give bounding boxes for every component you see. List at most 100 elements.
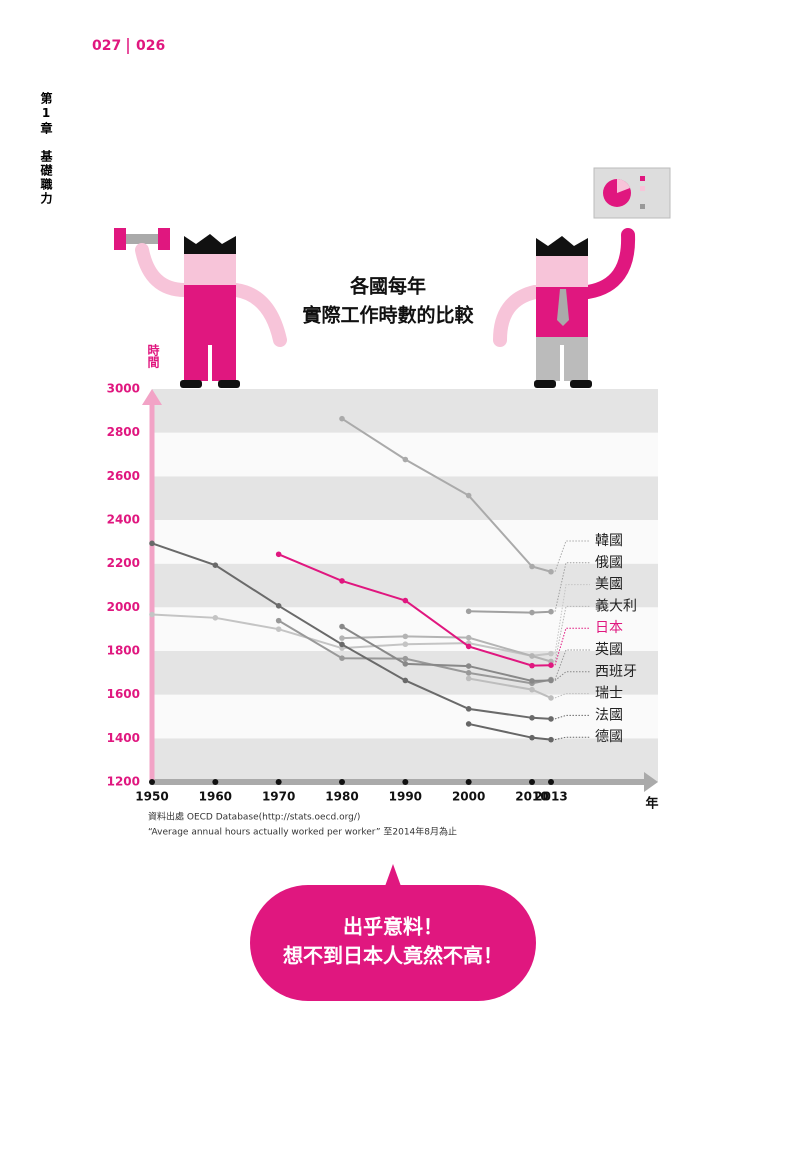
data-point: [402, 661, 409, 667]
data-point: [465, 643, 472, 650]
data-point: [529, 563, 535, 570]
figure-right: [493, 167, 671, 388]
chart-subtitle: 實際工作時數的比較: [302, 304, 474, 327]
y-axis-label: 時間: [146, 344, 160, 368]
x-tick-label: 2010: [515, 790, 548, 804]
data-point: [465, 675, 472, 682]
figure-left: [114, 228, 287, 388]
leader-line: [554, 540, 590, 572]
data-point: [548, 677, 554, 684]
callout-bubble: [250, 864, 536, 1001]
series-line: [151, 542, 552, 720]
grid-band: [152, 694, 658, 739]
data-point: [339, 415, 345, 422]
data-point: [548, 736, 554, 743]
x-tick-label: 1960: [199, 790, 232, 804]
data-point: [402, 655, 409, 662]
legend-label: 瑞士: [595, 686, 623, 702]
plot-area: 1200 1400 1600 1800 2000 2200 2400 2600 2800 3000…: [107, 382, 658, 804]
data-point: [548, 568, 554, 575]
data-point: [275, 551, 282, 558]
callout-text: 出乎意料！: [343, 915, 443, 939]
legend-label: 俄國: [595, 555, 623, 571]
data-point: [529, 686, 535, 693]
data-point: [529, 678, 535, 684]
leader-line: [554, 605, 590, 662]
data-point: [465, 721, 472, 727]
data-point: [465, 608, 472, 615]
x-tick: [548, 779, 554, 785]
data-point: [339, 635, 345, 641]
x-tick-label: 2000: [452, 790, 485, 804]
series-line: [468, 610, 552, 614]
y-tick-label: 1200: [107, 775, 140, 789]
data-point: [402, 456, 409, 463]
legend-label: 德國: [595, 729, 623, 745]
legend-label: 英國: [595, 641, 623, 658]
x-tick: [402, 779, 409, 785]
page-number: 027: [92, 38, 121, 54]
data-point: [465, 706, 472, 712]
source: 資料出處 OECD Database(http://stats.oecd.org…: [148, 811, 360, 823]
data-point: [402, 641, 409, 648]
data-point: [212, 615, 219, 621]
leader-line: [554, 736, 590, 741]
legend-label: 韓國: [595, 533, 623, 549]
page-number: 026: [136, 38, 165, 54]
source: “Average annual hours actually worked pe…: [148, 826, 457, 838]
data-point: [465, 492, 472, 499]
data-point: [548, 695, 554, 701]
data-point: [275, 603, 282, 609]
grid-band: [152, 476, 658, 520]
data-point: [465, 634, 472, 641]
data-point: [548, 650, 554, 657]
leader-line: [554, 562, 590, 612]
x-tick-label: 1980: [325, 790, 358, 804]
x-tick-label: 2013: [534, 790, 567, 804]
y-tick-label: 2800: [107, 425, 140, 439]
y-tick-label: 2400: [107, 513, 140, 527]
data-point: [339, 578, 345, 584]
x-tick: [529, 779, 535, 785]
grid-band: [152, 738, 658, 782]
data-point: [149, 611, 155, 618]
y-tick-label: 1800: [107, 644, 140, 658]
legend-label: 日本: [595, 620, 623, 636]
y-tick-label: 2000: [107, 600, 140, 614]
y-tick-label: 3000: [107, 382, 140, 396]
chart-title: 各國每年: [349, 275, 426, 298]
leader-line: [554, 671, 590, 681]
x-axis-arrow: [644, 772, 658, 792]
data-point: [548, 662, 554, 668]
data-point: [529, 734, 535, 741]
x-tick: [339, 779, 345, 785]
y-tick-label: 2200: [107, 556, 140, 570]
data-point: [275, 617, 282, 624]
grid-band: [152, 520, 658, 564]
data-point: [402, 597, 409, 604]
data-point: [465, 670, 472, 676]
data-point: [529, 662, 535, 669]
x-tick: [212, 779, 219, 785]
y-tick-label: 1400: [107, 731, 140, 745]
x-tick: [275, 779, 282, 785]
y-tick-label: 2600: [107, 469, 140, 483]
leader-line: [554, 693, 590, 699]
data-point: [548, 608, 554, 615]
section: 基礎職力: [39, 150, 53, 206]
leader-line: [554, 714, 590, 720]
grid-band: [152, 389, 658, 433]
y-axis-arrow: [142, 389, 162, 405]
data-point: [465, 663, 472, 669]
x-tick: [465, 779, 472, 785]
data-point: [339, 655, 345, 662]
data-point: [529, 715, 535, 721]
legend-label: 西班牙: [595, 664, 637, 680]
series-line: [278, 553, 552, 667]
data-point: [529, 609, 535, 616]
legend-label: 法國: [595, 707, 623, 723]
x-axis-label: 年: [645, 796, 658, 812]
grid-band: [152, 432, 658, 477]
